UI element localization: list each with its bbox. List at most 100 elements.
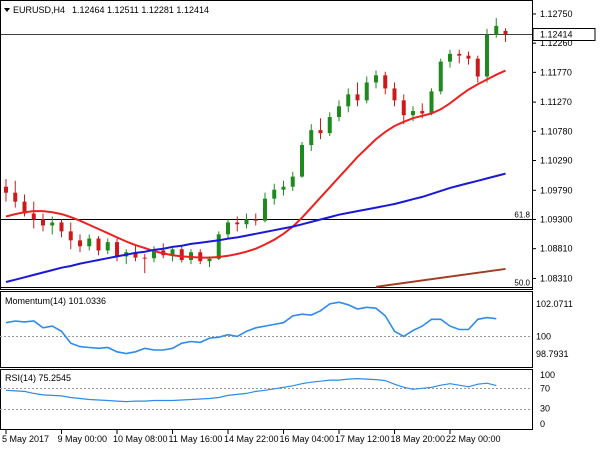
candle-body <box>429 91 434 114</box>
candle-body <box>327 117 332 134</box>
price-tick-label: 1.10290 <box>540 156 573 166</box>
time-tick-label: 14 May 22:00 <box>224 434 279 444</box>
rsi-panel-frame <box>0 369 533 430</box>
candle-body <box>374 75 378 83</box>
candle-body <box>50 222 55 226</box>
candle-body <box>96 238 101 251</box>
momentum-lines <box>0 301 532 355</box>
momentum-axis-label: 100 <box>536 331 551 341</box>
candle-body <box>272 189 277 199</box>
candle-body <box>142 257 147 259</box>
candles <box>4 18 508 274</box>
rsi-axis-label: 30 <box>540 404 550 414</box>
candle-body <box>300 145 304 177</box>
candle-body <box>22 201 27 214</box>
candle-body <box>355 94 360 101</box>
time-tick-label: 16 May 04:00 <box>280 434 335 444</box>
candle-body <box>392 88 397 101</box>
symbol-label: EURUSD,H4 <box>13 5 65 15</box>
candle-body <box>309 130 314 146</box>
time-tick-label: 10 May 08:00 <box>113 434 168 444</box>
rsi-axis-label: 0 <box>540 419 545 429</box>
candle-body <box>337 106 341 118</box>
candle-body <box>364 82 369 101</box>
candle-body <box>466 55 471 59</box>
candle-body <box>457 53 462 56</box>
momentum-panel-frame <box>0 291 533 368</box>
candle-body <box>318 130 323 134</box>
ohlc-label: 1.12464 1.12511 1.12281 1.12414 <box>72 5 209 15</box>
time-tick-label: 18 May 20:00 <box>391 434 446 444</box>
price-tick-label: 1.11770 <box>540 67 572 77</box>
rsi-lines <box>0 377 532 410</box>
candle-body <box>31 213 36 220</box>
rsi-line <box>5 377 497 403</box>
candle-body <box>383 75 388 89</box>
current-price-label: 1.12414 <box>540 30 573 40</box>
candle-body <box>494 25 499 35</box>
fib-label: 61.8 <box>514 211 530 220</box>
sma-red-line <box>5 69 506 259</box>
time-tick-label: 5 May 2017 <box>2 434 49 444</box>
candle-body <box>244 219 249 225</box>
candle-body <box>411 111 415 116</box>
momentum-line <box>5 301 497 355</box>
sma-brown-line <box>375 267 506 288</box>
fib-label: 50.0 <box>514 279 530 288</box>
current-price-tag <box>532 28 596 41</box>
candle-body <box>133 252 138 258</box>
price-tick-label: 1.09790 <box>540 185 573 195</box>
candle-body <box>235 222 240 225</box>
candle-body <box>41 219 45 226</box>
time-tick-label: 11 May 16:00 <box>169 434 223 444</box>
candle-body <box>438 61 443 92</box>
candle-body <box>290 176 295 187</box>
candle-body <box>401 100 406 116</box>
time-tick-label: 17 May 12:00 <box>335 434 390 444</box>
moving-averages <box>5 69 506 288</box>
rsi-axis-label: 100 <box>540 370 555 380</box>
candle-body <box>207 258 212 262</box>
candle-body <box>179 249 184 260</box>
candle-body <box>216 234 221 259</box>
rsi-title: RSI(14) 75.2545 <box>5 373 71 383</box>
candle-body <box>281 186 286 190</box>
price-tick-label: 1.11270 <box>540 97 572 107</box>
candle-body <box>68 231 73 241</box>
candle-body <box>503 30 508 34</box>
candle-body <box>105 242 110 251</box>
candle-body <box>13 192 18 202</box>
candle-body <box>152 250 156 259</box>
momentum-axis-label: 102.0711 <box>536 299 573 309</box>
rsi-axis-label: 70 <box>540 383 550 393</box>
price-tick-label: 1.12750 <box>540 9 573 19</box>
candle-body <box>448 53 452 62</box>
candle-body <box>4 186 8 193</box>
price-tick-label: 1.09300 <box>540 214 573 224</box>
candle-body <box>263 198 267 221</box>
momentum-axis-label: 98.7931 <box>536 349 569 359</box>
sma-blue-line <box>5 172 506 283</box>
candle-body <box>485 34 489 77</box>
candle-body <box>87 238 92 247</box>
candle-body <box>78 240 82 247</box>
time-tick-label: 9 May 00:00 <box>58 434 108 444</box>
candle-body <box>475 58 480 77</box>
candle-body <box>170 249 175 256</box>
axis-labels: 1.12750 1.12260 1.11770 1.11270 1.10780 1.102… <box>2 9 596 444</box>
collapse-arrow-icon[interactable] <box>4 8 10 12</box>
time-tick-label: 22 May 00:00 <box>446 434 501 444</box>
candle-body <box>346 94 351 107</box>
candle-body <box>59 222 64 232</box>
candle-body <box>115 242 119 257</box>
candle-body <box>420 111 425 114</box>
price-tick-label: 1.08310 <box>540 273 573 283</box>
candle-body <box>253 219 258 221</box>
price-tick-label: 1.08810 <box>540 244 573 254</box>
momentum-title: Momentum(14) 101.0336 <box>5 296 106 306</box>
symbol-header: EURUSD,H4 1.12464 1.12511 1.12281 1.1241… <box>4 5 209 15</box>
price-tick-label: 1.10780 <box>540 126 573 136</box>
candle-body <box>226 222 230 235</box>
price-tick-label: 1.12260 <box>540 38 573 48</box>
